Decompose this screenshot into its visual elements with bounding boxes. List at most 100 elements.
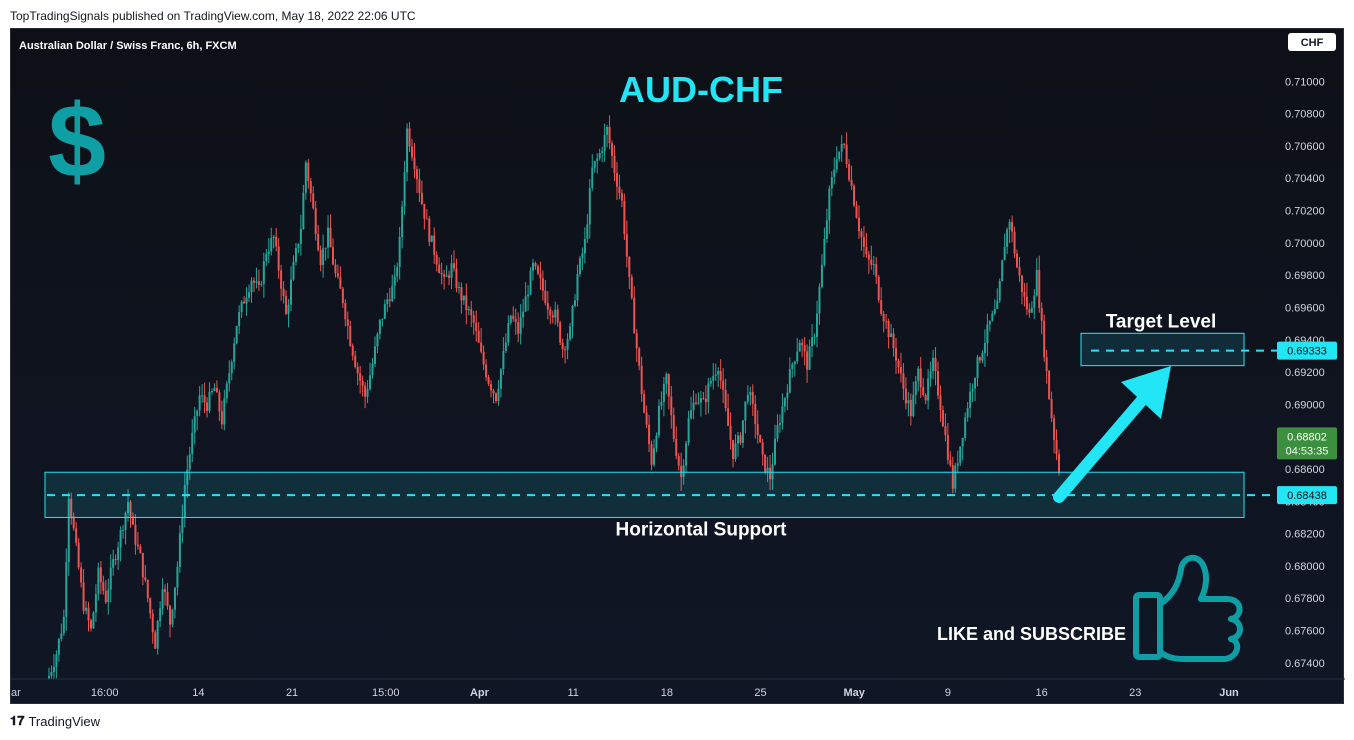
candle-body — [532, 262, 535, 271]
candle-body — [494, 393, 497, 402]
candle-body — [783, 398, 786, 407]
candle-body — [361, 380, 364, 386]
candle-body — [107, 589, 110, 603]
candle-body — [154, 632, 157, 649]
candle-body — [156, 621, 159, 649]
candle-body — [1018, 267, 1021, 276]
candle-body — [551, 315, 554, 318]
x-tick-label: 15:00 — [372, 687, 400, 699]
candle-body — [178, 533, 181, 567]
candle-body — [238, 312, 241, 327]
candle-body — [406, 128, 409, 173]
candle-body — [1035, 269, 1038, 296]
candle-body — [131, 516, 134, 525]
footer: 𝟏𝟕 TradingView — [10, 713, 100, 729]
y-tick-label: 0.69000 — [1285, 399, 1325, 411]
y-tick-label: 0.67600 — [1285, 626, 1325, 638]
candle-body — [791, 364, 794, 369]
candle-body — [448, 275, 451, 278]
candle-body — [364, 385, 367, 397]
candle-body — [618, 186, 621, 194]
candle-body — [302, 192, 305, 229]
candle-body — [1003, 246, 1006, 261]
candle-body — [912, 394, 915, 417]
candle-body — [954, 465, 957, 489]
candle-body — [801, 342, 804, 346]
x-axis[interactable]: ar 16:00 14 21 15:00 Apr 11 18 25 May 9 16 23 Jun — [11, 687, 1239, 699]
candle-body — [477, 330, 480, 343]
candle-body — [830, 177, 833, 189]
candle-body — [72, 516, 75, 529]
candle-body — [509, 315, 512, 324]
candle-body — [739, 435, 742, 443]
candle-body — [97, 567, 100, 595]
support-price-badge: 0.68438 — [1277, 486, 1337, 505]
candle-body — [425, 218, 428, 220]
candle-body — [714, 374, 717, 376]
candle-body — [546, 303, 549, 310]
candle-body — [1055, 440, 1058, 455]
candle-body — [848, 164, 851, 180]
symbol-title: Australian Dollar / Swiss Franc, 6h, FXC… — [19, 40, 237, 52]
candle-body — [682, 465, 685, 477]
candle-body — [460, 286, 463, 301]
target-arrow — [1053, 366, 1171, 503]
candle-body — [403, 172, 406, 207]
candle-body — [704, 398, 707, 403]
candle-body — [564, 349, 567, 351]
candle-body — [845, 144, 848, 165]
candle-body — [457, 286, 460, 288]
candle-body — [327, 227, 330, 248]
candle-body — [346, 319, 349, 326]
x-tick-label: 23 — [1129, 687, 1141, 699]
chart-panel[interactable]: Australian Dollar / Swiss Franc, 6h, FXC… — [10, 28, 1345, 705]
candle-body — [519, 317, 522, 334]
candle-body — [428, 218, 431, 242]
candle-body — [225, 383, 228, 399]
candle-body — [188, 454, 191, 470]
candle-body — [978, 357, 981, 361]
candle-body — [838, 151, 841, 160]
candle-body — [94, 594, 97, 613]
candle-body — [991, 313, 994, 321]
candle-body — [134, 524, 137, 545]
candle-body — [996, 300, 999, 309]
currency-badge[interactable]: CHF — [1288, 33, 1336, 51]
candle-body — [228, 373, 231, 384]
candle-body — [317, 233, 320, 251]
candle-body — [282, 288, 285, 296]
candle-body — [151, 613, 154, 633]
candle-body — [741, 420, 744, 443]
candle-body — [386, 299, 389, 305]
candle-body — [524, 296, 527, 312]
candle-body — [964, 417, 967, 439]
candle-body — [341, 288, 344, 304]
candle-body — [369, 375, 372, 390]
candle-body — [820, 264, 823, 287]
candle-body — [667, 374, 670, 397]
thumbs-up-icon[interactable] — [1133, 554, 1243, 662]
candle-body — [581, 253, 584, 259]
candle-body — [855, 205, 858, 218]
y-axis[interactable]: 0.71000 0.70800 0.70600 0.70400 0.70200 0.700… — [1285, 76, 1325, 670]
candle-body — [230, 361, 233, 374]
candle-body — [502, 350, 505, 370]
svg-text:CHF: CHF — [1301, 37, 1324, 49]
candle-body — [672, 415, 675, 439]
candle-body — [60, 633, 63, 640]
chart-svg[interactable]: Australian Dollar / Swiss Franc, 6h, FXC… — [11, 29, 1345, 705]
candle-body — [472, 315, 475, 323]
candle-body — [707, 383, 710, 403]
candle-body — [169, 605, 172, 625]
candle-body — [746, 394, 749, 402]
candle-body — [857, 217, 860, 232]
candle-body — [218, 392, 221, 412]
candle-body — [630, 276, 633, 298]
candle-body — [206, 402, 209, 411]
x-tick-label: 21 — [286, 687, 298, 699]
publisher-line: TopTradingSignals published on TradingVi… — [10, 9, 416, 23]
candle-body — [613, 155, 616, 174]
candle-body — [517, 322, 520, 334]
candle-body — [396, 266, 399, 277]
candle-body — [1006, 229, 1009, 247]
